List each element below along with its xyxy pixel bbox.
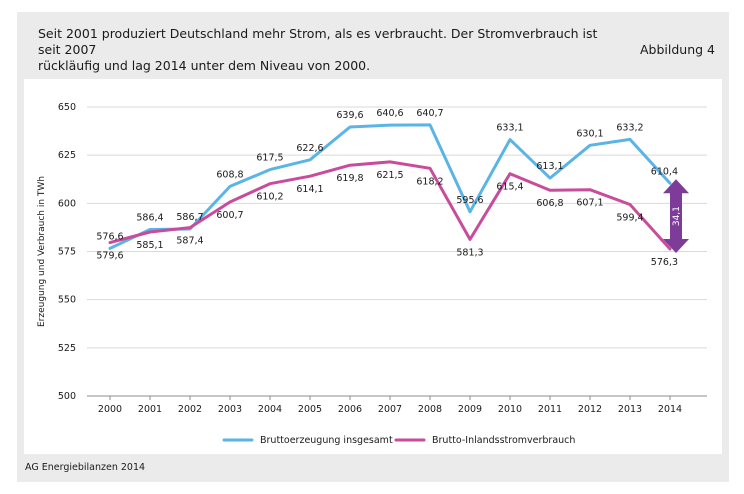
x-tick-label: 2004 <box>258 404 282 415</box>
series-line-1 <box>108 123 672 250</box>
data-label-series-2: 585,1 <box>136 240 163 251</box>
y-tick-label: 550 <box>58 295 76 306</box>
x-tick-label: 2012 <box>578 404 602 415</box>
data-label-series-1: 595,6 <box>456 195 483 206</box>
data-label-series-2: 587,4 <box>176 236 203 247</box>
legend-label-2: Brutto-Inlandsstromverbrauch <box>432 435 575 446</box>
data-label-series-2: 615,4 <box>496 182 523 193</box>
x-tick-label: 2014 <box>658 404 682 415</box>
data-label-series-2: 621,5 <box>376 170 403 181</box>
x-tick-label: 2001 <box>138 404 162 415</box>
x-tick-label: 2011 <box>538 404 562 415</box>
y-tick-label: 525 <box>58 343 76 354</box>
figure-number: Abbildung 4 <box>639 42 715 57</box>
data-label-series-2: 576,3 <box>651 257 678 268</box>
data-label-series-2: 600,7 <box>216 210 243 221</box>
data-label-series-2: 614,1 <box>296 184 323 195</box>
data-label-series-1: 586,4 <box>136 213 163 224</box>
x-tick-label: 2010 <box>498 404 522 415</box>
y-tick-label: 600 <box>58 198 76 209</box>
x-tick-label: 2000 <box>98 404 122 415</box>
x-tick-label: 2005 <box>298 404 322 415</box>
data-label-series-2: 606,8 <box>536 198 563 209</box>
y-tick-label: 625 <box>58 150 76 161</box>
data-label-series-1: 586,7 <box>176 212 203 223</box>
data-label-series-1: 576,6 <box>96 231 123 242</box>
chart-panel: 500 525 550 575 600 625 650 Erzeugung und Verbr… <box>24 79 722 454</box>
data-label-series-1: 639,6 <box>336 110 363 121</box>
data-label-series-1: 617,5 <box>256 153 283 164</box>
y-tick-label: 500 <box>58 391 76 402</box>
y-tick-label: 650 <box>58 102 76 113</box>
data-label-series-2: 607,1 <box>576 198 603 209</box>
figure-frame: Seit 2001 produziert Deutschland mehr St… <box>17 12 729 482</box>
data-label-series-1: 640,7 <box>416 108 443 119</box>
data-label-series-1: 633,1 <box>496 123 523 134</box>
y-tick-label: 575 <box>58 247 76 258</box>
data-label-series-2: 618,2 <box>416 176 443 187</box>
series-line-2 <box>108 160 672 251</box>
x-tick-label: 2013 <box>618 404 642 415</box>
figure-caption: Seit 2001 produziert Deutschland mehr St… <box>38 26 598 74</box>
difference-label: 34,1 <box>672 206 682 226</box>
data-label-series-2: 599,4 <box>616 212 643 223</box>
y-axis-title: Erzeugung und Verbrauch in TWh <box>37 176 47 327</box>
x-tick-label: 2006 <box>338 404 362 415</box>
x-tick-label: 2009 <box>458 404 482 415</box>
x-tick-label: 2008 <box>418 404 442 415</box>
data-label-series-1: 630,1 <box>576 128 603 139</box>
caption-line-2: rückläufig und lag 2014 unter dem Niveau… <box>38 58 371 73</box>
data-label-series-2: 619,8 <box>336 173 363 184</box>
x-tick-label: 2003 <box>218 404 242 415</box>
data-label-series-2: 610,2 <box>256 192 283 203</box>
x-tick-label: 2007 <box>378 404 402 415</box>
line-chart: 500 525 550 575 600 625 650 Erzeugung und Verbr… <box>37 102 707 446</box>
difference-arrow <box>663 179 689 253</box>
data-label-series-1: 640,6 <box>376 108 403 119</box>
data-label-series-1: 610,4 <box>651 166 678 177</box>
data-label-series-2: 579,6 <box>96 251 123 262</box>
caption-line-1: Seit 2001 produziert Deutschland mehr St… <box>38 26 598 57</box>
data-label-series-2: 581,3 <box>456 247 483 258</box>
data-label-series-1: 633,2 <box>616 122 643 133</box>
data-label-series-1: 613,1 <box>536 161 563 172</box>
data-label-series-1: 622,6 <box>296 143 323 154</box>
x-tick-label: 2002 <box>178 404 202 415</box>
legend-label-1: Bruttoerzeugung insgesamt <box>260 435 393 446</box>
data-label-series-1: 608,8 <box>216 169 243 180</box>
source-note: AG Energiebilanzen 2014 <box>25 462 146 473</box>
